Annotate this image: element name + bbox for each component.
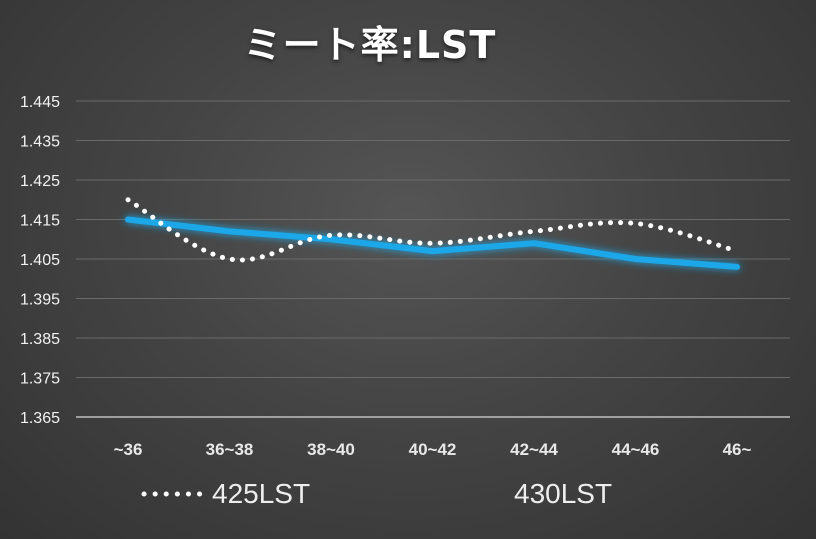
chart-title: ミート率:LST	[243, 23, 497, 67]
y-tick-label: 1.405	[20, 252, 60, 269]
y-tick-label: 1.365	[20, 410, 60, 427]
x-tick-label: 46~	[723, 440, 752, 459]
x-tick-label: ~36	[114, 440, 143, 459]
y-tick-label: 1.385	[20, 331, 60, 348]
y-tick-label: 1.445	[20, 94, 60, 111]
series-lines	[125, 197, 740, 270]
x-tick-label: 40~42	[409, 440, 457, 459]
legend-solid-swatch	[448, 491, 512, 497]
y-tick-label: 1.425	[20, 173, 60, 190]
legend-label-425lst: 425LST	[212, 478, 311, 509]
y-tick-label: 1.415	[20, 213, 60, 230]
y-axis-tick-labels: 1.445 1.435 1.425 1.415 1.405 1.395 1.385 1.375…	[20, 94, 60, 427]
series-line-430lst	[125, 216, 740, 270]
legend-item-430lst: 430LST	[448, 474, 612, 514]
legend-label-430lst: 430LST	[514, 478, 613, 509]
x-tick-label: 42~44	[510, 440, 558, 459]
gridlines	[76, 100, 790, 418]
x-tick-label: 38~40	[307, 440, 355, 459]
x-axis-tick-labels: ~36 36~38 38~40 40~42 42~44 44~46 46~	[114, 440, 752, 459]
legend: 425LST 430LST	[0, 474, 816, 514]
x-tick-label: 36~38	[206, 440, 254, 459]
legend-item-425lst: 425LST	[140, 474, 310, 514]
x-tick-label: 44~46	[612, 440, 660, 459]
series-line-425lst	[125, 197, 740, 263]
legend-dotted-swatch	[141, 491, 203, 497]
y-tick-label: 1.375	[20, 371, 60, 388]
y-tick-label: 1.435	[20, 134, 60, 151]
y-tick-label: 1.395	[20, 292, 60, 309]
